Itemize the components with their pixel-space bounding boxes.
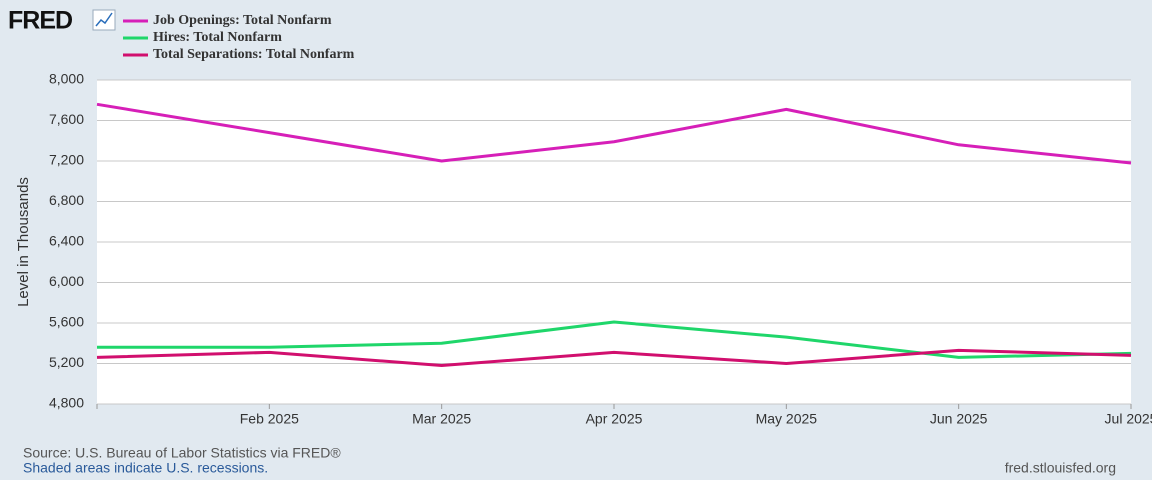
x-tick-label: Jul 2025 xyxy=(1105,411,1152,427)
y-tick-label: 5,600 xyxy=(49,314,84,330)
logo-icon xyxy=(92,9,116,31)
series-line xyxy=(97,320,1132,359)
legend-label: Hires: Total Nonfarm xyxy=(153,30,282,45)
x-tick-label: May 2025 xyxy=(756,411,818,427)
y-tick-label: 8,000 xyxy=(49,71,84,87)
series-line xyxy=(96,102,1132,165)
series-line xyxy=(96,348,1132,368)
note: Shaded areas indicate U.S. recessions. xyxy=(23,460,268,476)
y-tick-label: 6,800 xyxy=(49,192,84,208)
site-url: fred.stlouisfed.org xyxy=(1005,460,1116,476)
x-tick-label: Apr 2025 xyxy=(586,411,643,427)
logo: FRED xyxy=(8,7,72,35)
y-tick-label: 6,000 xyxy=(49,273,84,289)
legend-label: Job Openings: Total Nonfarm xyxy=(153,13,332,28)
x-tick-label: Mar 2025 xyxy=(412,411,471,427)
x-tick-label: Jun 2025 xyxy=(930,411,988,427)
y-axis-label: Level in Thousands xyxy=(15,177,32,307)
x-tick-label: Feb 2025 xyxy=(240,411,299,427)
y-tick-label: 4,800 xyxy=(49,395,84,411)
source: Source: U.S. Bureau of Labor Statistics … xyxy=(23,445,341,461)
y-tick-label: 7,600 xyxy=(49,111,84,127)
y-tick-label: 5,200 xyxy=(49,354,84,370)
y-tick-label: 6,400 xyxy=(49,233,84,249)
legend-label: Total Separations: Total Nonfarm xyxy=(153,47,355,62)
y-tick-label: 7,200 xyxy=(49,152,84,168)
